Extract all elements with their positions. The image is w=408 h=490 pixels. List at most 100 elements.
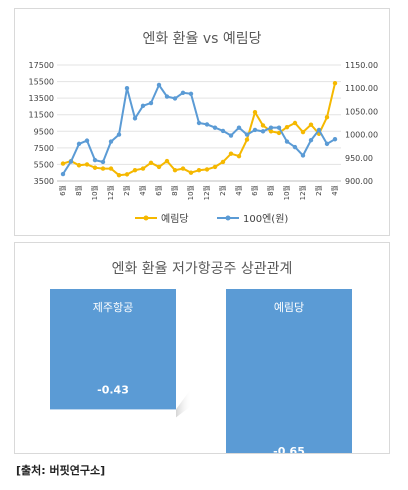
data-point bbox=[76, 163, 82, 168]
data-point bbox=[92, 165, 98, 170]
data-point bbox=[308, 122, 314, 127]
y-left-tick-label: 3500 bbox=[34, 177, 54, 186]
y-left-tick-label: 7500 bbox=[34, 144, 54, 153]
y-right-tick-label: 1100.00 bbox=[345, 84, 378, 93]
data-point bbox=[100, 159, 106, 165]
data-point bbox=[116, 132, 122, 137]
x-tick-label: 10월 bbox=[90, 185, 99, 200]
data-point bbox=[268, 125, 274, 130]
y-left-tick-label: 9500 bbox=[34, 127, 54, 136]
data-point bbox=[324, 115, 330, 120]
legend-swatch-marker bbox=[143, 215, 149, 221]
x-tick-label: 8월 bbox=[74, 185, 83, 196]
source-caption: [출처: 버핏연구소] bbox=[16, 464, 106, 477]
chart-title: 엔화 환율 저가항공주 상관관계 bbox=[112, 261, 293, 277]
y-right-tick-label: 900.00 bbox=[345, 177, 373, 186]
data-point bbox=[108, 139, 114, 144]
x-tick-label: 6월 bbox=[154, 185, 163, 196]
data-point bbox=[148, 160, 154, 165]
bar-category-label: 제주항공 bbox=[93, 301, 133, 314]
y-left-tick-label: 5500 bbox=[34, 160, 54, 169]
data-point bbox=[132, 168, 138, 173]
data-point bbox=[140, 166, 146, 171]
correlation-bar-chart-panel: 엔화 환율 저가항공주 상관관계 제주항공 -0.43 예림당 -0.65 bbox=[14, 242, 390, 454]
legend-swatch-marker bbox=[225, 215, 231, 221]
data-point bbox=[236, 125, 242, 130]
data-point bbox=[220, 128, 226, 134]
data-point bbox=[116, 173, 122, 178]
x-tick-label: 4월 bbox=[138, 185, 147, 196]
data-point bbox=[204, 122, 210, 127]
line-chart: 엔화 환율 vs 예림당 3500 5500 7500 9500 11500 13500 15… bbox=[29, 31, 379, 225]
data-point bbox=[172, 96, 178, 101]
data-point bbox=[180, 90, 186, 96]
data-point bbox=[180, 166, 186, 171]
data-point bbox=[292, 120, 298, 126]
chart-title: 엔화 환율 vs 예림당 bbox=[142, 31, 261, 47]
data-point bbox=[76, 141, 82, 147]
bar-shadow bbox=[365, 449, 368, 453]
data-point bbox=[164, 94, 170, 99]
x-tick-label: 8월 bbox=[266, 185, 275, 196]
data-point bbox=[228, 151, 234, 156]
data-point bbox=[188, 170, 194, 175]
data-point bbox=[84, 138, 90, 143]
data-point bbox=[292, 144, 298, 150]
data-point bbox=[212, 164, 218, 170]
bar-shadow bbox=[176, 387, 192, 418]
x-tick-label: 4월 bbox=[234, 185, 243, 196]
y-left-tick-label: 15500 bbox=[29, 78, 54, 87]
x-tick-label: 2월 bbox=[122, 185, 131, 196]
y-left-tick-label: 13500 bbox=[29, 94, 54, 103]
data-point bbox=[148, 100, 154, 106]
data-point bbox=[276, 125, 282, 130]
line-chart-panel: 엔화 환율 vs 예림당 3500 5500 7500 9500 11500 13500 15… bbox=[14, 8, 390, 236]
data-point bbox=[60, 161, 66, 166]
data-point bbox=[308, 137, 314, 143]
x-tick-label: 10월 bbox=[186, 185, 195, 200]
data-point bbox=[284, 139, 290, 144]
data-point bbox=[188, 91, 194, 96]
bar bbox=[50, 289, 176, 410]
x-tick-label: 8월 bbox=[170, 185, 179, 196]
data-point bbox=[100, 166, 106, 171]
bar bbox=[226, 289, 352, 453]
x-tick-label: 10월 bbox=[282, 185, 291, 200]
y-left-tick-label: 11500 bbox=[29, 111, 54, 120]
data-point bbox=[212, 125, 218, 130]
data-point bbox=[204, 167, 210, 172]
data-point bbox=[332, 81, 338, 86]
y-right-tick-label: 1150.00 bbox=[345, 61, 378, 70]
data-point bbox=[172, 168, 178, 173]
legend-label: 100엔(원) bbox=[243, 213, 288, 225]
data-point bbox=[260, 129, 266, 134]
x-tick-label: 12월 bbox=[298, 185, 307, 200]
x-tick-label: 2월 bbox=[218, 185, 227, 196]
x-tick-label: 6월 bbox=[58, 185, 67, 196]
x-tick-label: 12월 bbox=[106, 185, 115, 200]
data-point bbox=[236, 153, 242, 159]
x-tick-label: 4월 bbox=[330, 185, 339, 196]
data-point bbox=[332, 137, 338, 142]
legend-label: 예림당 bbox=[161, 213, 189, 225]
data-point bbox=[156, 164, 162, 170]
data-point bbox=[68, 159, 74, 164]
data-point bbox=[324, 141, 330, 147]
data-point bbox=[244, 132, 250, 137]
data-point bbox=[300, 129, 306, 135]
data-point bbox=[284, 124, 290, 130]
data-point bbox=[316, 127, 322, 133]
data-point bbox=[228, 133, 234, 138]
data-point bbox=[196, 168, 202, 173]
y-left-tick-label: 17500 bbox=[29, 61, 54, 70]
bar-category-label: 예림당 bbox=[274, 301, 304, 314]
data-point bbox=[252, 110, 258, 115]
x-tick-label: 2월 bbox=[314, 185, 323, 196]
data-point bbox=[108, 166, 114, 171]
data-point bbox=[244, 137, 250, 142]
data-point bbox=[252, 127, 258, 133]
data-point bbox=[92, 157, 98, 163]
y-right-tick-label: 1000.00 bbox=[345, 131, 378, 140]
data-point bbox=[260, 123, 266, 128]
